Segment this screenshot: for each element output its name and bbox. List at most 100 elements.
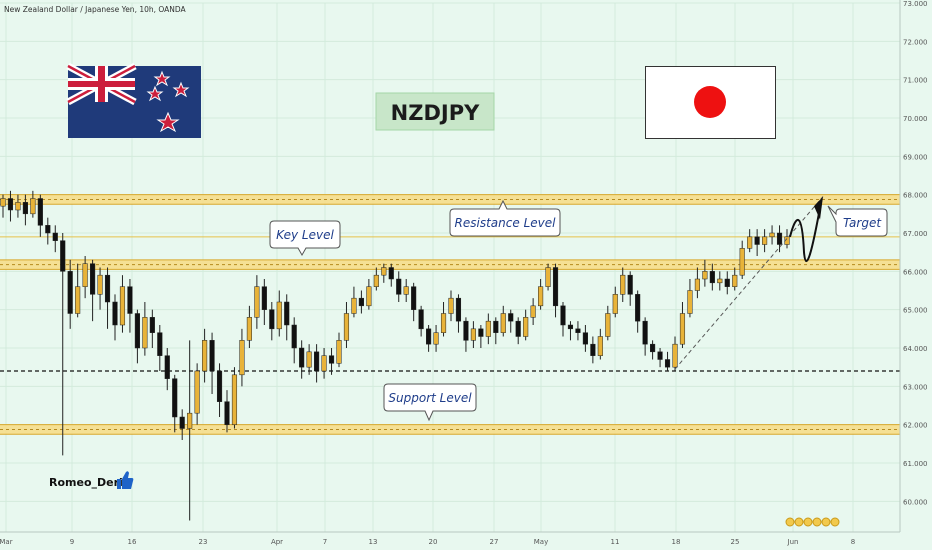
time-tick-label: 11 bbox=[611, 538, 620, 546]
candle-body bbox=[672, 343, 678, 368]
candle-body bbox=[97, 274, 103, 295]
candle-body bbox=[500, 313, 506, 333]
price-tick-label: 68.000 bbox=[903, 192, 928, 200]
candle-body bbox=[508, 313, 514, 322]
price-tick-label: 72.000 bbox=[903, 38, 928, 46]
candle-body bbox=[276, 301, 282, 330]
candle-body bbox=[336, 340, 342, 364]
candle-body bbox=[426, 328, 432, 345]
candle-body bbox=[82, 263, 88, 287]
trend-projection bbox=[674, 196, 824, 370]
candle-body bbox=[187, 412, 193, 429]
candle-body bbox=[254, 286, 260, 318]
candle-body bbox=[664, 359, 671, 368]
candle-body bbox=[164, 355, 170, 379]
projection-arrowhead bbox=[814, 196, 823, 220]
price-tick-label: 67.000 bbox=[903, 230, 928, 238]
projection-path bbox=[789, 202, 822, 262]
candle-body bbox=[515, 320, 521, 337]
candle-body bbox=[216, 370, 223, 402]
candle-body bbox=[560, 305, 566, 326]
candle-body bbox=[470, 328, 476, 341]
candle-body bbox=[0, 198, 6, 207]
time-tick-label: 25 bbox=[731, 538, 740, 546]
candle-body bbox=[194, 370, 200, 414]
candle-body bbox=[396, 278, 402, 295]
support-level-label: Support Level bbox=[388, 391, 472, 405]
candle-body bbox=[762, 236, 768, 245]
time-tick-label: 27 bbox=[490, 538, 499, 546]
candle-body bbox=[538, 286, 544, 307]
candle-body bbox=[739, 248, 745, 276]
candle-body bbox=[732, 274, 738, 287]
candle-body bbox=[567, 324, 574, 330]
candle-body bbox=[403, 286, 409, 295]
candle-body bbox=[149, 317, 155, 333]
candle-body bbox=[433, 332, 439, 345]
candle-body bbox=[231, 374, 238, 425]
candle-body bbox=[448, 297, 454, 314]
rising-trendline bbox=[674, 196, 824, 370]
candle-body bbox=[351, 297, 357, 314]
candle-body bbox=[15, 202, 21, 211]
candle-body bbox=[328, 355, 335, 364]
candle-body bbox=[314, 351, 320, 372]
candle-body bbox=[523, 317, 529, 337]
time-tick-label: Jun bbox=[787, 538, 799, 546]
candle-body bbox=[119, 286, 126, 326]
candle-body bbox=[142, 317, 148, 349]
title-badge: NZDJPY bbox=[375, 92, 495, 131]
candle-body bbox=[769, 232, 775, 238]
coins-icon[interactable] bbox=[785, 517, 840, 527]
candle-body bbox=[635, 294, 641, 322]
candle-body bbox=[388, 267, 394, 280]
time-tick-label: 13 bbox=[369, 538, 378, 546]
time-tick-label: Mar bbox=[0, 538, 13, 546]
price-axis[interactable] bbox=[900, 0, 932, 550]
candle-body bbox=[463, 320, 469, 341]
candle-body bbox=[679, 313, 686, 345]
resistance-level-label: Resistance Level bbox=[455, 216, 557, 230]
candle-body bbox=[239, 340, 245, 376]
candle-body bbox=[127, 286, 133, 314]
candle-body bbox=[202, 340, 208, 372]
time-tick-label: 18 bbox=[672, 538, 681, 546]
candle-body bbox=[620, 274, 626, 295]
candle-body bbox=[575, 328, 581, 333]
price-tick-label: 65.000 bbox=[903, 307, 928, 315]
price-tick-label: 70.000 bbox=[903, 115, 928, 123]
target-callout: Target bbox=[827, 205, 888, 237]
candle-body bbox=[52, 232, 58, 241]
time-axis[interactable] bbox=[0, 532, 932, 550]
candle-body bbox=[627, 274, 633, 295]
author-name: Romeo_Deris bbox=[49, 476, 130, 489]
candle-body bbox=[209, 340, 215, 372]
candle-body bbox=[112, 301, 118, 326]
candle-body bbox=[724, 278, 730, 287]
candle-body bbox=[478, 328, 484, 337]
candle-body bbox=[455, 297, 462, 322]
candle-body bbox=[381, 267, 387, 276]
candle-body bbox=[440, 313, 447, 333]
candle-body bbox=[747, 236, 753, 249]
support-level-callout: Support Level bbox=[383, 383, 477, 422]
candle-body bbox=[657, 351, 663, 360]
candle-body bbox=[590, 343, 596, 356]
candle-body bbox=[45, 225, 51, 234]
candle-body bbox=[291, 324, 297, 349]
candle-body bbox=[224, 401, 230, 425]
candle-body bbox=[284, 301, 290, 326]
candle-body bbox=[358, 297, 364, 307]
candle-body bbox=[104, 274, 111, 303]
candlestick-series bbox=[0, 190, 790, 521]
candle-body bbox=[418, 309, 424, 330]
candle-body bbox=[530, 305, 536, 318]
candle-body bbox=[306, 351, 312, 368]
time-tick-label: 7 bbox=[323, 538, 327, 546]
key-level-label: Key Level bbox=[276, 228, 334, 242]
candle-body bbox=[37, 198, 43, 226]
time-tick-label: May bbox=[534, 538, 548, 546]
time-tick-label: 20 bbox=[429, 538, 438, 546]
candle-body bbox=[754, 236, 760, 245]
